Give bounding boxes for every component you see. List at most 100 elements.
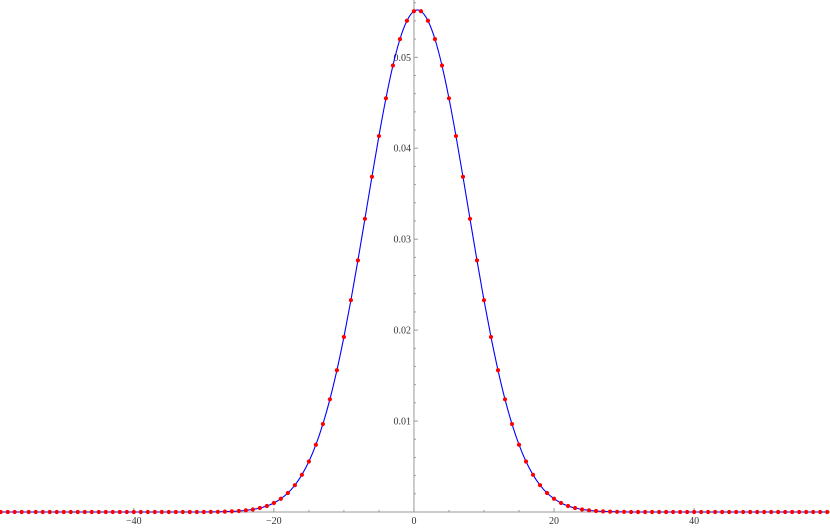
y-tick-label: 0.05 [393, 53, 411, 64]
data-point [783, 509, 788, 515]
x-tick-label: −20 [266, 516, 282, 527]
data-point [565, 503, 571, 509]
data-point [54, 509, 59, 515]
data-point [68, 509, 73, 515]
data-point [187, 509, 192, 515]
data-point [671, 509, 676, 515]
data-point [0, 509, 3, 515]
data-point [40, 509, 45, 515]
y-tick-label: 0.01 [393, 417, 411, 428]
data-point [734, 509, 739, 515]
data-point [117, 509, 122, 515]
data-point [811, 509, 816, 515]
data-point [699, 509, 704, 515]
data-point [727, 509, 732, 515]
data-point [713, 509, 718, 515]
data-point [215, 509, 220, 514]
data-point [299, 472, 304, 477]
data-point [348, 298, 354, 303]
data-point [390, 63, 396, 68]
data-point [649, 509, 655, 515]
data-point [453, 133, 459, 139]
data-point [797, 509, 802, 515]
data-point [516, 442, 522, 447]
data-point [467, 216, 473, 221]
data-point [341, 334, 347, 340]
data-point [250, 507, 255, 512]
data-point [152, 509, 157, 515]
data-point [411, 9, 417, 14]
data-point [96, 509, 101, 515]
data-point [825, 509, 830, 515]
data-point [180, 509, 185, 515]
data-point [572, 505, 578, 511]
data-point [47, 509, 52, 515]
data-point [138, 509, 143, 515]
data-point [334, 368, 340, 373]
data-point [523, 459, 529, 464]
data-point [264, 503, 269, 509]
data-point [278, 496, 283, 501]
data-point [685, 509, 690, 515]
data-point [285, 490, 290, 496]
data-point [201, 509, 206, 515]
data-point [110, 509, 115, 515]
data-point [369, 174, 375, 179]
data-point [446, 96, 452, 101]
data-point [166, 509, 171, 515]
data-point [720, 509, 725, 515]
data-point [89, 509, 94, 515]
data-point [769, 509, 774, 515]
data-point [502, 397, 508, 402]
y-tick-label: 0.02 [393, 326, 411, 337]
data-point [194, 509, 199, 515]
data-point [614, 509, 620, 514]
data-point [257, 505, 262, 511]
data-point [748, 509, 753, 515]
data-point [397, 37, 403, 42]
data-point [537, 483, 543, 488]
data-point [495, 368, 501, 373]
data-point [439, 63, 445, 68]
data-point [692, 509, 697, 515]
data-point [12, 509, 17, 515]
data-point [755, 509, 760, 515]
data-point [159, 509, 164, 515]
data-point [628, 509, 634, 515]
data-point [355, 258, 361, 263]
data-point [229, 509, 234, 514]
data-point [124, 509, 129, 515]
data-point [418, 9, 424, 14]
data-point [593, 508, 599, 514]
data-point [432, 37, 438, 42]
data-point [131, 509, 136, 515]
data-point [621, 509, 627, 515]
data-point [762, 509, 767, 515]
data-point [664, 509, 669, 515]
data-point [818, 509, 823, 515]
data-point [579, 507, 585, 512]
data-point [313, 442, 318, 447]
data-point [362, 216, 368, 221]
data-point [33, 509, 38, 515]
data-point [635, 509, 641, 515]
data-point [741, 509, 746, 515]
data-point [607, 509, 613, 514]
data-point [376, 133, 382, 139]
data-point [678, 509, 683, 515]
data-point [383, 96, 389, 101]
x-tick-label: 20 [549, 516, 559, 527]
data-point [327, 397, 332, 402]
data-point [404, 18, 410, 23]
data-point [706, 509, 711, 515]
data-point [5, 509, 10, 515]
data-point [600, 509, 606, 514]
data-point [656, 509, 662, 515]
data-point [776, 509, 781, 515]
data-point [804, 509, 809, 515]
y-tick-label: 0.03 [393, 235, 411, 246]
data-point [271, 500, 276, 506]
data-point [208, 509, 213, 515]
x-tick-label: 0 [411, 516, 416, 527]
